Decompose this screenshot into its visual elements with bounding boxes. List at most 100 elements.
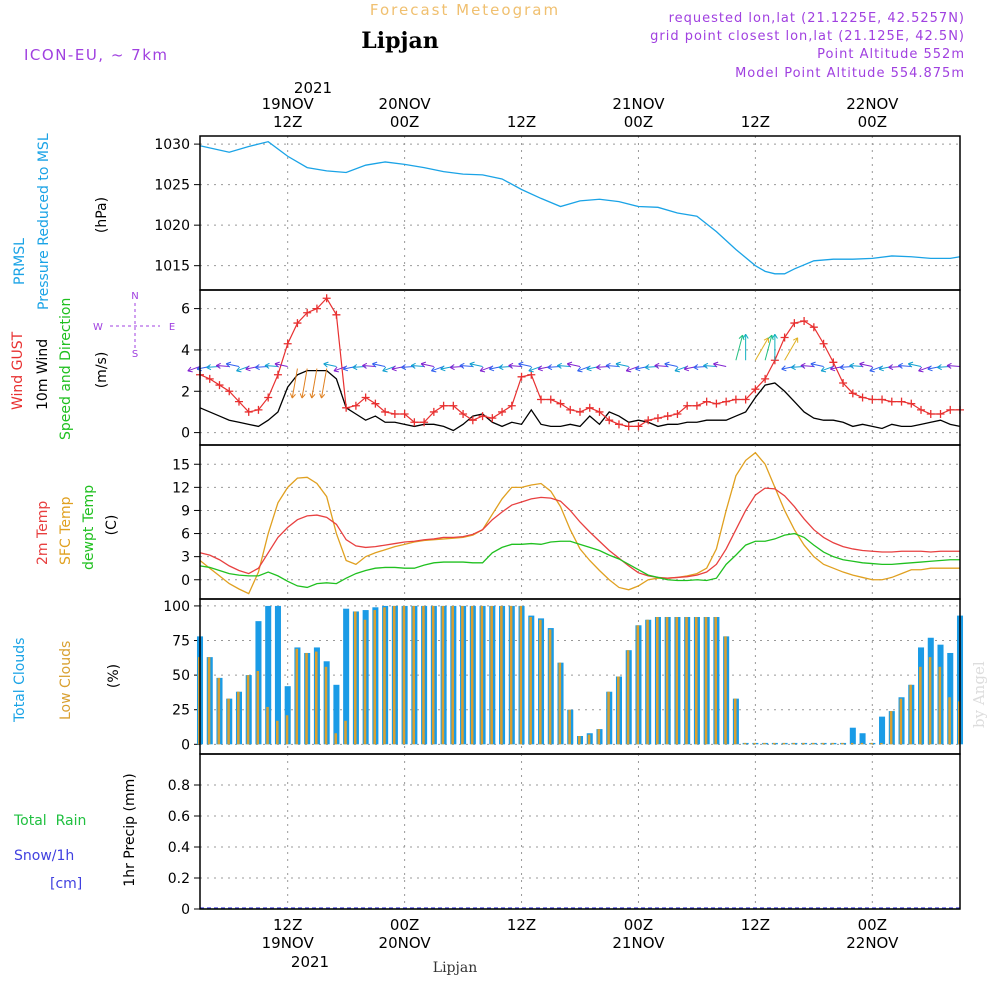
wind-direction-arrow [946,362,961,369]
low-cloud-bar [694,616,698,745]
arrow-head [498,364,504,371]
low-cloud-bar [500,605,503,745]
arrow-shaft [274,363,288,367]
arrow-head [878,365,884,372]
cm-label: [cm] [50,876,82,892]
arrow-head [644,364,650,371]
arrow-head [674,366,680,373]
low-cloud-bar [607,691,610,745]
low-cloud-bar [412,605,415,745]
requested-coords: requested lon,lat (21.1225E, 42.5257N) [669,11,965,26]
footer-location: Lipjan [433,960,477,976]
gust-point [449,401,458,410]
y-tick-label: 9 [181,503,190,519]
arrow-head [654,362,660,369]
arrow-shaft [764,335,773,361]
arrow-head [557,362,562,369]
low-cloud-bar [587,734,591,745]
low-cloud-bar [909,684,912,745]
low-cloud-bar [383,607,386,745]
low-cloud-bar [675,616,679,745]
arrow-head [790,364,796,371]
low-cloud-bar [344,720,347,745]
arrow-head [401,364,407,371]
arrow-head [289,393,296,399]
wind-direction-arrow [735,334,745,361]
gust-point [712,399,721,408]
wind-direction-arrow [566,361,581,368]
bottom-date-label: 20NOV [379,934,432,952]
arrow-head [810,361,816,368]
arrow-head [264,362,270,369]
gust-point [868,395,877,404]
speed-direction-label: Speed and Direction [58,298,74,440]
low-cloud-bar [665,616,669,745]
low-cloud-bar [285,715,289,745]
gust-point [809,323,818,332]
wind-direction-arrow [869,365,883,373]
panel-frame [199,753,961,910]
arrow-shaft [311,368,318,399]
arrow-head [898,362,903,369]
arrow-shaft [810,363,824,367]
gust-point [926,410,935,418]
low-cloud-bar [266,706,269,745]
wind-direction-arrow [333,365,347,373]
low-cloud-bar [461,605,464,745]
gust-point [283,339,292,348]
gust-point [225,387,234,396]
wind-direction-arrow [236,365,249,373]
gust-point [731,395,740,404]
arrow-head [382,366,388,373]
low-cloud-bar [636,625,640,745]
top-time-label: 00Z [390,113,419,131]
gust-point [498,407,507,416]
wind-direction-arrow [382,365,396,373]
panel-3: 0 25 50 75 100 [163,598,964,755]
y-tick-label: 15 [172,457,190,473]
arrow-shaft [372,363,386,367]
arrow-shaft [713,363,727,367]
arrow-head [508,362,514,369]
low-cloud-bar [402,605,406,745]
gust-point [312,304,321,313]
y-tick-label: 0 [181,737,190,753]
wind-direction-arrow [557,362,571,369]
gust-point [751,385,760,394]
arrow-head [703,362,709,369]
arrow-head [946,362,952,369]
arrow-shaft [508,365,522,367]
total-cloud-bar [879,716,886,745]
wind-direction-arrow [771,334,778,361]
low-cloud-bar [948,697,951,745]
arrow-head [635,365,641,372]
arrow-head [830,365,836,372]
y-tick-label: 25 [172,703,190,719]
arrow-head [781,365,787,372]
gust-point [702,397,711,406]
low-cloud-bar [626,650,630,745]
compass-w: W [93,322,103,333]
top-time-label: 00Z [624,113,653,131]
low-cloud-bar [782,742,786,745]
gust-point [897,397,906,406]
wind-direction-arrow [508,362,522,369]
arrow-head [605,362,611,369]
gust-point [546,395,555,404]
y-tick-label: 12 [172,480,190,496]
y-tick-label: 100 [163,599,190,615]
wind-direction-arrow [309,368,318,399]
wind-direction-arrow [849,362,863,369]
wind-direction-arrow [528,365,542,373]
low-cloud-bar [548,629,552,745]
gust-point [878,395,887,404]
wind-direction-arrow [625,365,639,373]
gust-point [634,422,643,431]
gust-point [800,317,809,325]
low-cloud-bar [324,666,328,745]
gust-point [907,399,916,408]
y-tick-label: 6 [181,302,190,318]
top-date-label: 19NOV [262,95,315,113]
precip-axis-label: 1hr Precip (mm) [122,773,138,886]
